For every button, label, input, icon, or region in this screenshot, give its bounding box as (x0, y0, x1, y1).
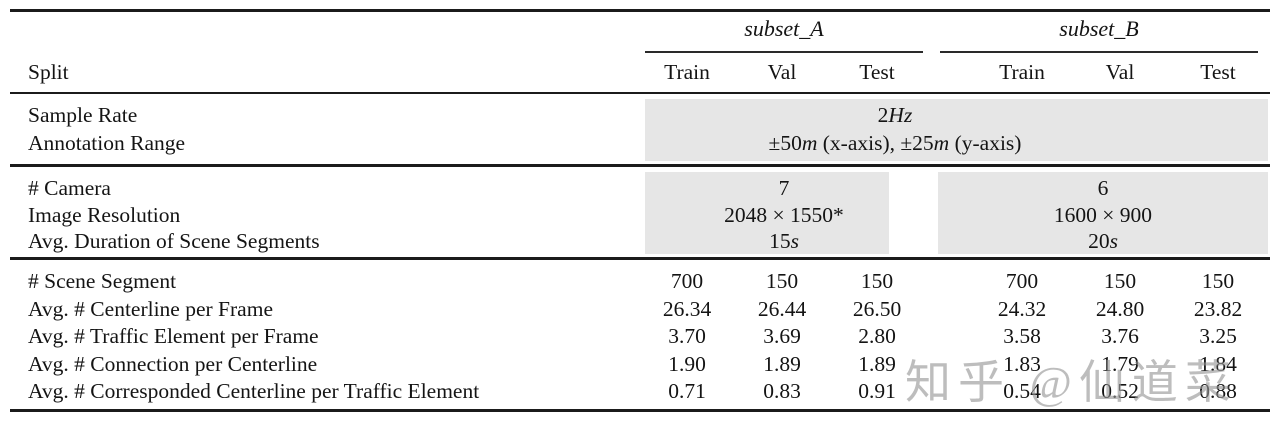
stat-cell: 26.50 (852, 296, 902, 321)
row-label-sample-rate: Sample Rate (28, 103, 138, 127)
rule-subset-b-underline (940, 51, 1258, 53)
stat-cell: 3.69 (763, 324, 801, 348)
column-header-test-a: Test (859, 60, 895, 84)
stat-cell: 1.89 (858, 351, 896, 376)
column-header-val-b: Val (1105, 60, 1135, 84)
stat-cell: 0.88 (1199, 379, 1237, 403)
camera-count-a: 7 (778, 176, 790, 200)
shared-values: 2Hz ±50m (x-axis), ±25m (y-axis) (645, 101, 1145, 157)
zhihu-watermark: 知乎 @仙道菜 (905, 357, 1238, 408)
shaded-cell-subset-a (645, 172, 889, 254)
column-header-train-b: Train (999, 60, 1045, 84)
stat-cell: 2.80 (858, 324, 896, 348)
stat-cell: 150 (860, 269, 894, 293)
stat-cell: 26.34 (662, 296, 712, 321)
stats-column-val-a: 150 26.44 3.69 1.89 0.83 (722, 268, 842, 406)
stat-cell: 0.91 (858, 379, 896, 403)
sensor-values-subset-a: 7 2048 × 1550* 15s (645, 175, 923, 255)
row-labels-shared: Sample Rate Annotation Range (28, 101, 185, 157)
stat-cell: 1.84 (1199, 351, 1237, 376)
stat-cell: 3.25 (1199, 324, 1237, 348)
rule-under-shared-block (10, 164, 1270, 167)
sample-rate-number: 2 (877, 103, 889, 127)
avg-duration-b-number: 20 (1088, 229, 1110, 253)
column-header-split: Split (28, 60, 69, 84)
stat-cell: 0.54 (1003, 379, 1041, 403)
avg-duration-a-unit: s (790, 229, 799, 253)
stat-cell: 150 (1103, 269, 1137, 293)
stat-cell: 1.89 (763, 351, 801, 376)
annotation-range-end: (y-axis) (949, 131, 1022, 155)
stats-column-val-b: 150 24.80 3.76 1.79 0.52 (1060, 268, 1180, 406)
row-labels-stats: # Scene Segment Avg. # Centerline per Fr… (28, 268, 479, 406)
avg-duration-b: 20s (938, 228, 1268, 255)
row-label-traffic-element-per-frame: Avg. # Traffic Element per Frame (28, 324, 319, 348)
column-header-val-a: Val (767, 60, 797, 84)
stat-cell: 23.82 (1193, 296, 1243, 321)
row-label-corresponded-centerline: Avg. # Corresponded Centerline per Traff… (28, 379, 480, 403)
stats-column-test-b: 150 23.82 3.25 1.84 0.88 (1158, 268, 1278, 406)
shaded-cell-subset-b (938, 172, 1268, 254)
rule-bottom (10, 409, 1270, 412)
stat-cell: 3.70 (668, 324, 706, 348)
row-label-connection-per-centerline: Avg. # Connection per Centerline (28, 351, 318, 376)
rule-top (10, 9, 1270, 12)
stat-cell: 150 (765, 269, 799, 293)
stat-cell: 1.79 (1101, 351, 1139, 376)
row-label-scene-segment: # Scene Segment (28, 269, 177, 293)
shaded-cell-shared (645, 99, 1268, 161)
stat-cell: 1.90 (668, 351, 706, 376)
row-label-centerline-per-frame: Avg. # Centerline per Frame (28, 296, 273, 321)
stats-column-train-b: 700 24.32 3.58 1.83 0.54 (962, 268, 1082, 406)
annotation-range-y-unit: m (933, 131, 950, 155)
stat-cell: 24.32 (997, 296, 1047, 321)
row-label-avg-duration: Avg. Duration of Scene Segments (28, 229, 320, 253)
avg-duration-a: 15s (645, 228, 923, 255)
stat-cell: 150 (1201, 269, 1235, 293)
stat-cell: 24.80 (1095, 296, 1145, 321)
stat-cell: 700 (1005, 269, 1039, 293)
camera-count-b: 6 (1097, 176, 1109, 200)
stat-cell: 26.44 (757, 296, 807, 321)
column-group-subset-a: subset_A (744, 16, 824, 41)
column-header-test-b: Test (1200, 60, 1236, 84)
stat-cell: 0.52 (1101, 379, 1139, 403)
column-header-train-a: Train (664, 60, 710, 84)
rule-subset-a-underline (645, 51, 923, 53)
image-resolution-a: 2048 × 1550* (724, 202, 844, 227)
annotation-range-value: ±50m (x-axis), ±25m (y-axis) (645, 129, 1145, 157)
row-label-camera: # Camera (28, 176, 111, 200)
row-labels-sensor: # Camera Image Resolution Avg. Duration … (28, 175, 320, 255)
row-label-annotation-range: Annotation Range (28, 131, 186, 155)
column-group-subset-b: subset_B (1059, 16, 1139, 41)
sample-rate-value: 2Hz (645, 101, 1145, 129)
stat-cell: 3.76 (1101, 324, 1139, 348)
avg-duration-b-unit: s (1109, 229, 1118, 253)
avg-duration-a-number: 15 (769, 229, 791, 253)
annotation-range-mid: (x-axis), ±25 (817, 131, 934, 155)
sample-rate-unit: Hz (888, 103, 913, 127)
rule-under-sensor-block (10, 257, 1270, 260)
stat-cell: 0.71 (668, 379, 706, 403)
annotation-range-x-unit: m (801, 131, 818, 155)
stats-column-test-a: 150 26.50 2.80 1.89 0.91 (817, 268, 937, 406)
stat-cell: 0.83 (763, 379, 801, 403)
image-resolution-b: 1600 × 900 (1053, 202, 1153, 227)
annotation-range-x-number: ±50 (768, 131, 802, 155)
stat-cell: 1.83 (1003, 351, 1041, 376)
stat-cell: 700 (670, 269, 704, 293)
row-label-image-resolution: Image Resolution (28, 202, 181, 227)
rule-under-header (10, 92, 1270, 94)
sensor-values-subset-b: 6 1600 × 900 20s (938, 175, 1268, 255)
stat-cell: 3.58 (1003, 324, 1041, 348)
stats-column-train-a: 700 26.34 3.70 1.90 0.71 (627, 268, 747, 406)
